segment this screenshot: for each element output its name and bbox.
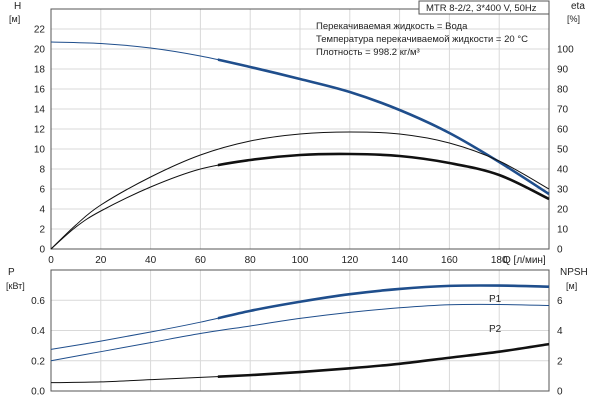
left-tick-label: 22 [34,25,46,36]
series-curves [50,41,550,384]
left-tick-label: 0.6 [31,296,45,307]
right-tick-label: 0 [557,245,563,256]
left-tick-label: 12 [34,125,46,136]
series-label-p1: P1 [489,294,502,305]
left-tick-label: 0.2 [31,356,45,367]
duty-bottom-series-2 [217,342,550,378]
left-tick-label: 14 [34,105,46,116]
x-tick-label: 20 [95,255,107,266]
grid-top [51,9,549,250]
right-tick-label: 30 [557,185,569,196]
duty-p1 [217,284,550,320]
axis-unit-h: [м] [9,14,20,24]
left-tick-label: 10 [34,145,46,156]
right-tick-label: 10 [557,225,569,236]
title-box [418,0,550,15]
curve-top-series-1 [50,131,550,250]
right-tick-label: 50 [557,145,569,156]
left-tick-label: 18 [34,65,46,76]
curve-p2 [50,303,550,362]
right-tick-label: 80 [557,85,569,96]
left-tick-label: 20 [34,45,46,56]
x-tick-label: 40 [145,255,157,266]
axis-unit-eta: [%] [567,14,580,24]
left-tick-label: 6 [39,185,45,196]
axis-label-h: H [14,1,21,12]
right-tick-label: 6 [557,296,563,307]
axis-label-npsh: NPSH [560,267,588,278]
right-tick-label: 70 [557,105,569,116]
series-label-p2: P2 [489,324,502,335]
bottom-plot-frame [50,269,550,392]
x-tick-label: 160 [441,255,458,266]
axis-label-p: P [8,267,15,278]
right-tick-label: 100 [557,45,574,56]
right-tick-label: 90 [557,65,569,76]
left-tick-label: 0 [39,245,45,256]
axis-label-q: Q [л/мин] [503,255,546,266]
left-tick-label: 4 [39,205,45,216]
axis-unit-npsh: [м] [566,281,577,291]
left-tick-label: 8 [39,165,45,176]
axis-label-eta: eta [571,1,585,12]
axis-unit-p: [кВт] [6,281,25,291]
annotation-temperature: Температура перекачиваемой жидкости = 20… [316,34,528,45]
left-tick-label: 16 [34,85,46,96]
right-tick-label: 0 [557,387,563,398]
x-tick-label: 120 [341,255,358,266]
x-tick-label: 60 [195,255,207,266]
duty-top-series-2 [217,152,550,201]
annotation-density: Плотность = 998.2 кг/м³ [316,47,420,58]
right-tick-label: 2 [557,356,563,367]
annotation-fluid: Перекачиваемая жидкость = Вода [316,21,468,32]
chart-title: MTR 8-2/2, 3*400 V, 50Hz [426,3,537,14]
right-tick-label: 4 [557,326,563,337]
right-tick-label: 20 [557,205,569,216]
right-tick-label: 40 [557,165,569,176]
duty-top-series-0 [217,58,550,196]
x-tick-label: 140 [391,255,408,266]
x-tick-label: 180 [491,255,508,266]
x-tick-label: 80 [245,255,257,266]
left-tick-label: 0.0 [31,387,45,398]
top-plot-frame [50,8,550,250]
left-tick-label: 2 [39,225,45,236]
right-tick-label: 60 [557,125,569,136]
left-tick-label: 0.4 [31,326,45,337]
tick-labels: 0246810121416182022010203040506070809010… [31,25,574,398]
x-tick-label: 0 [48,255,54,266]
x-tick-label: 100 [292,255,309,266]
